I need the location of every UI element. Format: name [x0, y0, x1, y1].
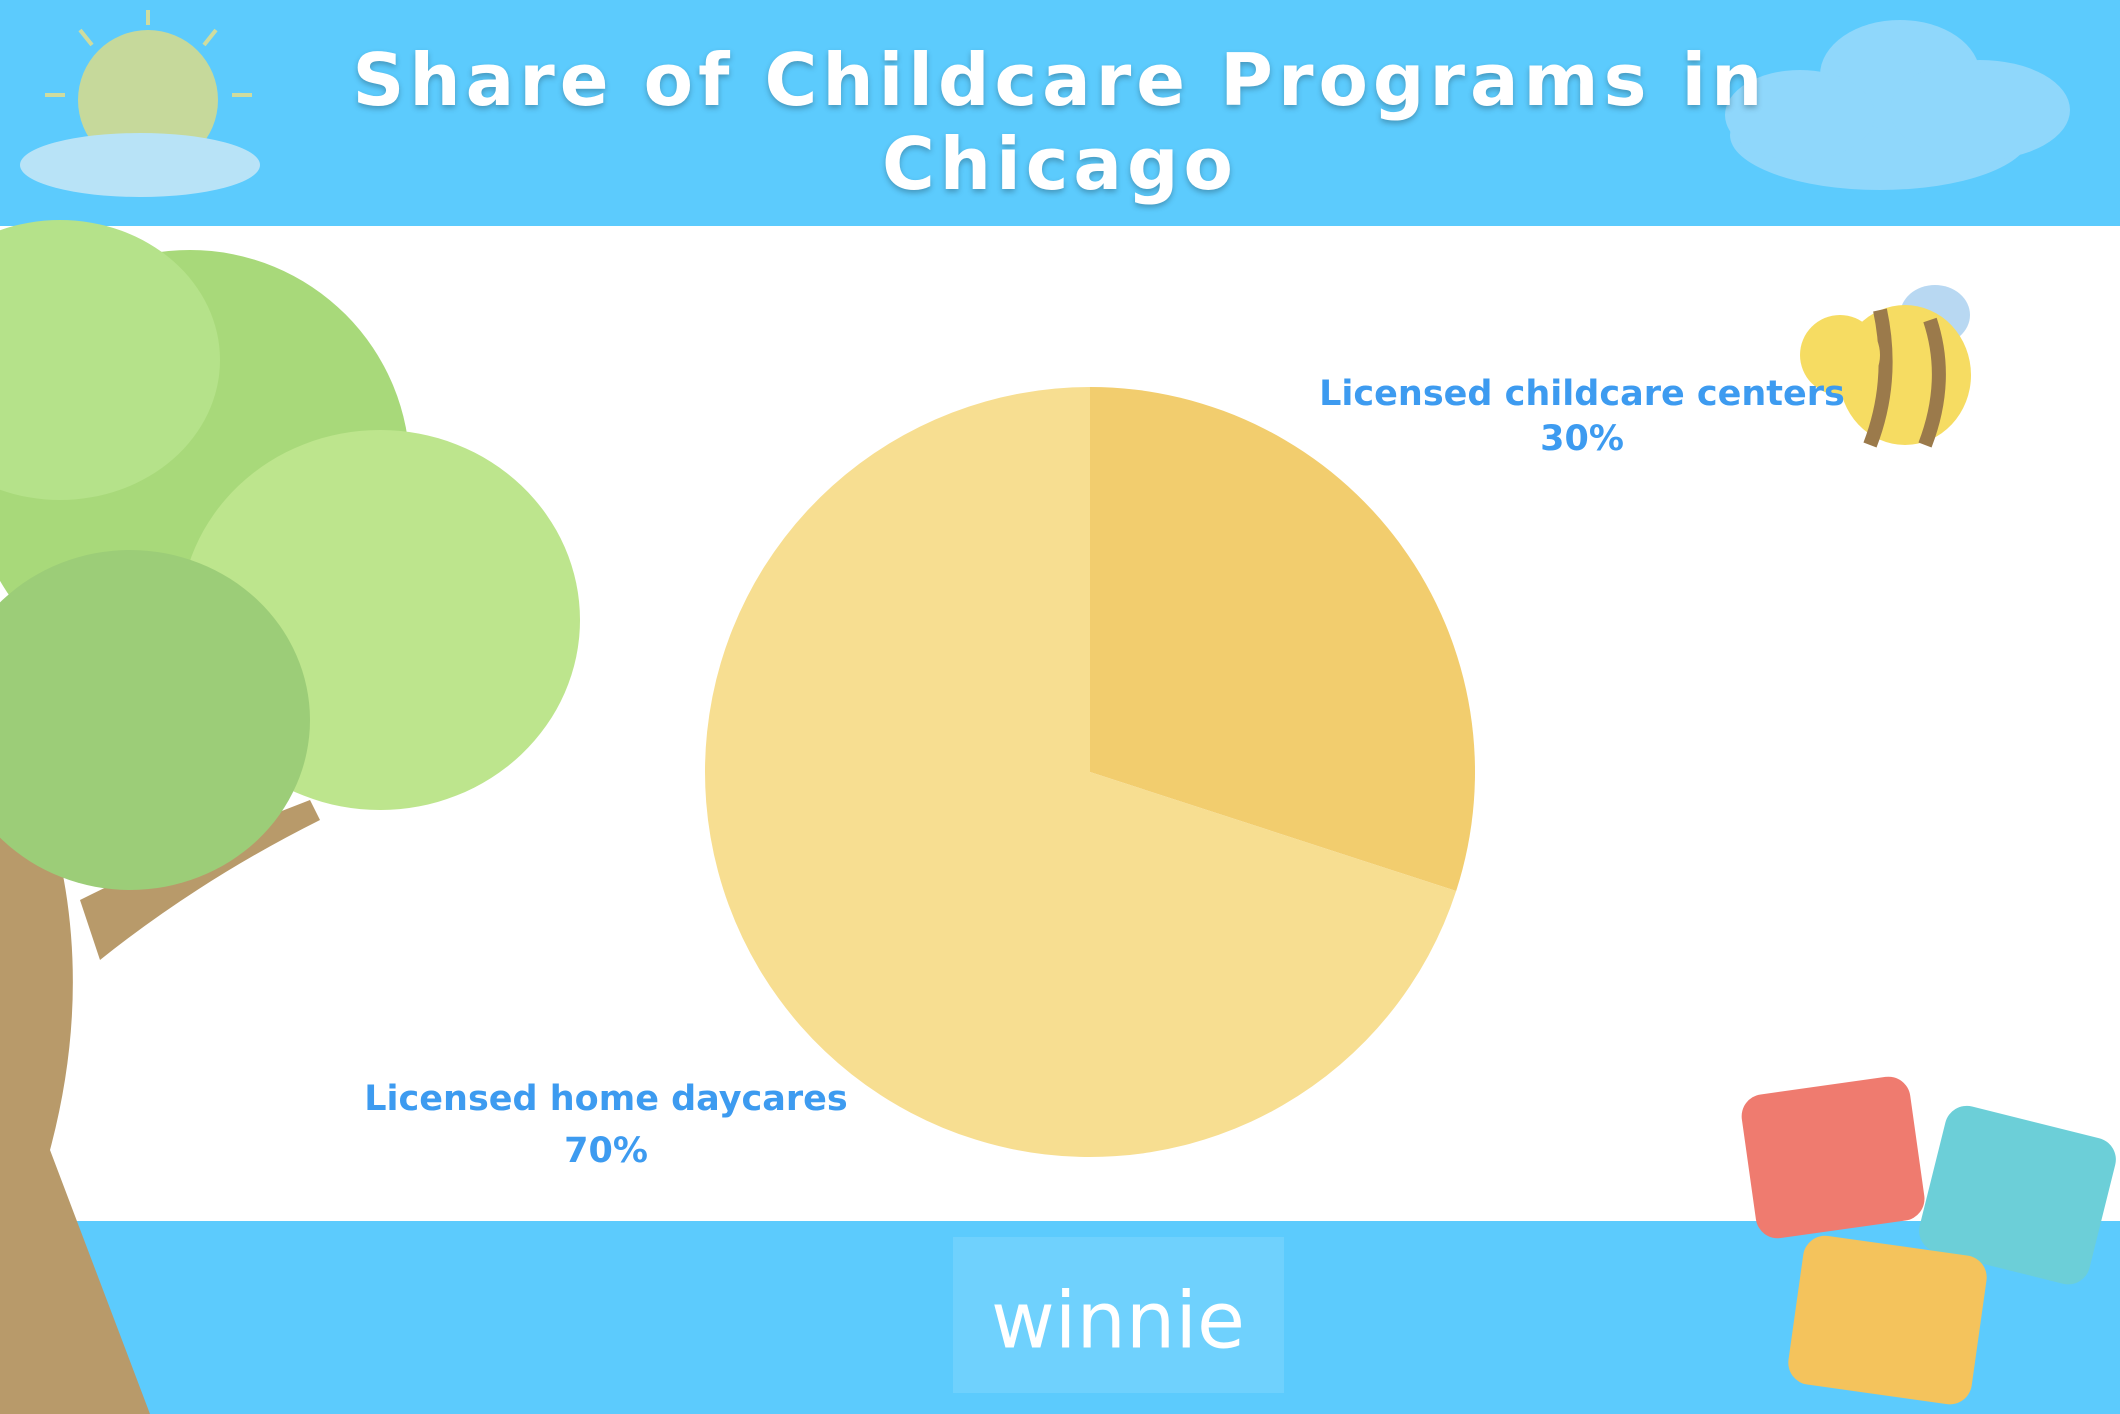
slice-label: Licensed childcare centers: [1319, 374, 1845, 414]
pie-slice: [1090, 387, 1475, 891]
cloud: [1725, 20, 2070, 190]
value-label: 70%: [564, 1131, 648, 1171]
value-label: 30%: [1540, 419, 1624, 459]
logo-box: [953, 1237, 1284, 1393]
pie-slice: [704, 387, 1457, 1157]
chart-title: Share of Childcare Programs in Chicago: [352, 38, 1768, 206]
sun: [20, 10, 260, 197]
slice-label: Licensed home daycares: [364, 1079, 847, 1119]
abc-blocks: [1741, 1076, 2116, 1405]
tree: [0, 220, 580, 1414]
logo: winnie: [991, 1276, 1245, 1366]
bee: [1800, 285, 1971, 448]
